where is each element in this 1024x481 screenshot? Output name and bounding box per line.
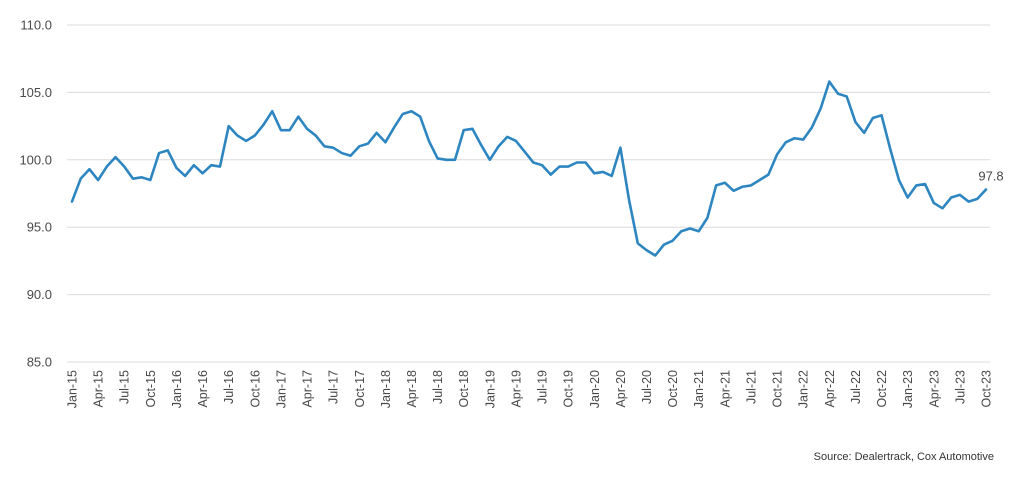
x-tick-label: Jan-18	[379, 370, 393, 408]
x-tick-label: Jan-20	[588, 370, 602, 408]
x-tick-label: Jul-22	[849, 370, 863, 404]
end-value-label: 97.8	[978, 168, 1003, 183]
x-tick-label: Oct-16	[248, 370, 262, 408]
x-tick-label: Oct-18	[457, 370, 471, 408]
y-tick-label: 95.0	[27, 220, 52, 235]
x-tick-label: Apr-17	[301, 370, 315, 408]
x-tick-label: Jul-20	[640, 370, 654, 404]
y-tick-label: 110.0	[20, 18, 52, 33]
x-tick-label: Oct-21	[771, 370, 785, 408]
x-tick-label: Jul-17	[327, 370, 341, 404]
x-tick-label: Jul-21	[744, 370, 758, 404]
x-tick-label: Jul-19	[536, 370, 550, 404]
x-tick-label: Jan-16	[170, 370, 184, 408]
x-tick-label: Jul-23	[953, 370, 967, 404]
y-tick-label: 100.0	[19, 152, 52, 167]
x-tick-label: Jul-18	[431, 370, 445, 404]
x-tick-label: Apr-16	[196, 370, 210, 408]
x-tick-label: Jan-22	[797, 370, 811, 408]
x-tick-label: Jan-23	[901, 370, 915, 408]
series-line	[70, 80, 988, 257]
y-tick-label: 90.0	[27, 287, 52, 302]
x-tick-label: Oct-17	[353, 370, 367, 408]
x-tick-label: Oct-22	[875, 370, 889, 408]
y-tick-label: 105.0	[19, 85, 52, 100]
x-tick-label: Jan-15	[66, 370, 80, 408]
x-tick-label: Apr-15	[92, 370, 106, 408]
x-tick-label: Apr-18	[405, 370, 419, 408]
x-axis-ticks: Jan-15 Apr-15 Jul-15 Oct-15 Jan-16 Apr-16 Jul-…	[66, 370, 994, 408]
y-axis-ticks: 85.0 90.0 95.0 100.0 105.0 110.0	[19, 18, 52, 370]
x-tick-label: Jan-19	[483, 370, 497, 408]
x-tick-label: Oct-19	[562, 370, 576, 408]
x-tick-label: Apr-22	[823, 370, 837, 408]
x-tick-label: Apr-21	[718, 370, 732, 408]
x-tick-label: Oct-20	[666, 370, 680, 408]
x-tick-label: Jul-16	[222, 370, 236, 404]
gridlines	[67, 24, 990, 363]
x-tick-label: Apr-19	[509, 370, 523, 408]
x-tick-label: Apr-20	[614, 370, 628, 408]
x-tick-label: Oct-15	[144, 370, 158, 408]
x-tick-label: Jan-21	[692, 370, 706, 408]
y-tick-label: 85.0	[27, 355, 52, 370]
x-tick-label: Oct-23	[980, 370, 994, 408]
x-tick-label: Apr-23	[927, 370, 941, 408]
x-tick-label: Jan-17	[274, 370, 288, 408]
source-note: Source: Dealertrack, Cox Automotive	[813, 451, 994, 463]
x-tick-label: Jul-15	[118, 370, 132, 404]
